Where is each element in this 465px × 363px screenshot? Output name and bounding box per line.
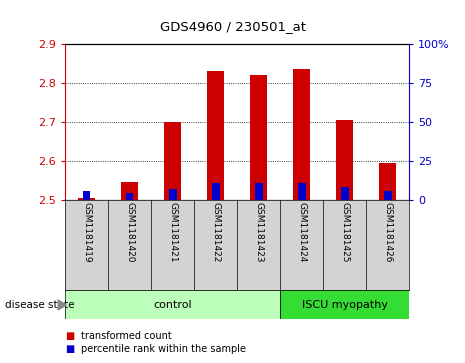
Bar: [250, 75, 267, 200]
Text: GSM1181424: GSM1181424: [297, 203, 306, 263]
Bar: [298, 183, 306, 200]
Text: percentile rank within the sample: percentile rank within the sample: [81, 344, 246, 354]
Text: GSM1181423: GSM1181423: [254, 203, 263, 263]
Bar: [212, 183, 219, 200]
Bar: [379, 163, 396, 200]
Bar: [169, 189, 177, 200]
Bar: [83, 191, 91, 200]
Bar: [255, 183, 263, 200]
Text: GSM1181422: GSM1181422: [211, 203, 220, 263]
Text: ■: ■: [65, 331, 74, 341]
Text: ■: ■: [65, 344, 74, 354]
Bar: [341, 187, 349, 200]
Bar: [336, 120, 353, 200]
Text: GSM1181426: GSM1181426: [383, 203, 392, 263]
Text: control: control: [153, 300, 192, 310]
Text: transformed count: transformed count: [81, 331, 172, 341]
Text: GSM1181421: GSM1181421: [168, 203, 177, 263]
Bar: [78, 198, 95, 200]
Text: GSM1181420: GSM1181420: [125, 203, 134, 263]
Bar: [65, 290, 280, 319]
Bar: [384, 191, 392, 200]
Bar: [121, 182, 138, 200]
Bar: [164, 122, 181, 200]
Polygon shape: [58, 300, 66, 310]
Text: GSM1181425: GSM1181425: [340, 203, 349, 263]
Bar: [293, 69, 310, 200]
Text: GDS4960 / 230501_at: GDS4960 / 230501_at: [159, 20, 306, 33]
Bar: [126, 193, 133, 200]
Text: ISCU myopathy: ISCU myopathy: [302, 300, 388, 310]
Bar: [207, 71, 224, 200]
Text: GSM1181419: GSM1181419: [82, 203, 91, 263]
Bar: [280, 290, 409, 319]
Text: disease state: disease state: [5, 300, 74, 310]
